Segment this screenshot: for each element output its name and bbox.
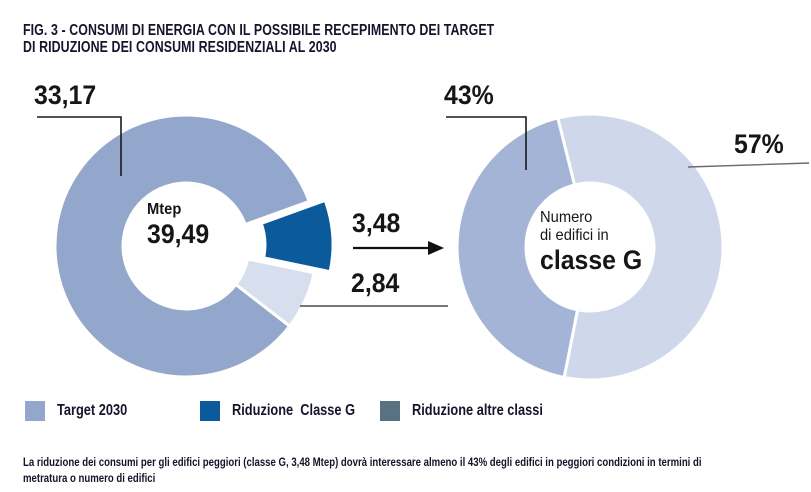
legend-swatch-target-2030 [25, 401, 45, 421]
figure-title-line1: FIG. 3 - CONSUMI DI ENERGIA CON IL POSSI… [23, 22, 495, 39]
footnote-line2: metratura o numero di edifici [23, 471, 156, 485]
legend-item-riduzione-altre-classi: Riduzione altre classi [380, 401, 576, 421]
slice-label-target-2030: 33,17 [34, 80, 97, 110]
legend-item-riduzione-classe-g: Riduzione Classe G [200, 401, 386, 421]
legend-label-riduzione-altre-classi: Riduzione altre classi [412, 402, 543, 419]
slice-label-riduzione-classe-g: 3,48 [352, 208, 401, 238]
legend-swatch-riduzione-classe-g [200, 401, 220, 421]
donut-right-edifici [455, 112, 725, 382]
slice-label-riduzione-altre-classi: 2,84 [351, 268, 400, 298]
legend-swatch-riduzione-altre-classi [380, 401, 400, 421]
legend-label-target-2030: Target 2030 [57, 402, 128, 419]
footnote-line1: La riduzione dei consumi per gli edifici… [23, 455, 702, 469]
donut-left-unit: Mtep [147, 201, 182, 218]
donut-right-center-label: Numero di edifici in classe G [540, 209, 643, 275]
slice-label-57-percento: 57% [734, 129, 784, 159]
callout-line-43 [446, 116, 527, 170]
figure-title: FIG. 3 - CONSUMI DI ENERGIA CON IL POSSI… [23, 22, 612, 56]
figure-title-line2: DI RIDUZIONE DEI CONSUMI RESIDENZIALI AL… [23, 39, 337, 56]
donut-slice-target-2030 [53, 113, 312, 379]
legend-label-riduzione-classe-g: Riduzione Classe G [232, 402, 356, 419]
donut-slice-restanti-edifici-in-classe-g [556, 112, 725, 382]
donut-slice-riduzione-classe-g [259, 198, 335, 274]
donut-left-center-label: Mtep 39,49 [147, 201, 215, 249]
callout-line-33-17 [37, 116, 122, 176]
slice-label-43-percento: 43% [444, 80, 494, 110]
donut-left-consumi [53, 113, 335, 379]
donut-slice-edifici-in-classe-g-da-interessare [455, 116, 580, 380]
donut-left-total: 39,49 [147, 219, 210, 249]
legend-item-target-2030: Target 2030 [25, 401, 145, 421]
figure-footnote: La riduzione dei consumi per gli edifici… [23, 454, 811, 486]
callout-line-57 [687, 162, 810, 168]
flow-arrow [353, 241, 444, 255]
